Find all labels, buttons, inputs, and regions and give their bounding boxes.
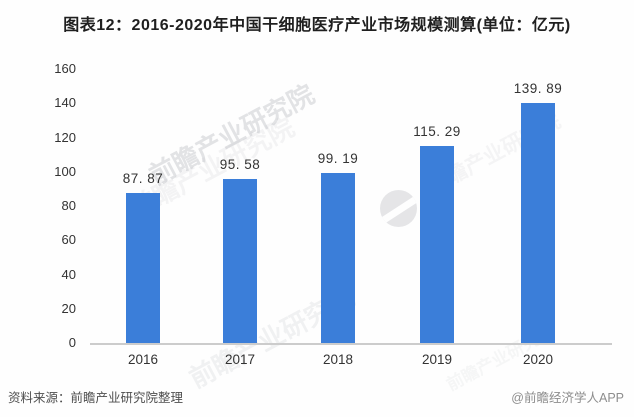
x-axis-tick-label: 2017 bbox=[224, 352, 256, 367]
x-axis-tick-label: 2018 bbox=[322, 352, 354, 367]
bar-2017 bbox=[223, 179, 257, 343]
app-credit: @前瞻经济学人APP bbox=[511, 391, 624, 405]
bar-value-label: 115. 29 bbox=[413, 124, 461, 139]
source-note: 资料来源：前瞻产业研究院整理 bbox=[8, 391, 184, 405]
x-axis-tick-label: 2020 bbox=[522, 352, 554, 367]
bar-value-label: 99. 19 bbox=[317, 151, 359, 166]
x-axis-tick-label: 2016 bbox=[127, 352, 159, 367]
y-axis-tick-label: 100 bbox=[54, 163, 76, 179]
y-axis-tick-label: 40 bbox=[61, 266, 76, 282]
y-axis-tick-label: 0 bbox=[68, 335, 76, 350]
y-axis-tick-label: 20 bbox=[61, 300, 76, 316]
y-axis-tick-label: 60 bbox=[61, 232, 76, 248]
y-axis-tick-label: 140 bbox=[54, 95, 76, 111]
bar-2016 bbox=[126, 193, 160, 343]
bar-2019 bbox=[420, 146, 454, 343]
y-axis-tick-label: 120 bbox=[54, 129, 76, 145]
bar-value-label: 139. 89 bbox=[513, 81, 563, 96]
x-axis-tick-label: 2019 bbox=[421, 352, 453, 367]
qianzhan-logo-icon bbox=[380, 190, 417, 227]
bar-value-label: 95. 58 bbox=[219, 157, 261, 172]
bar-2020 bbox=[521, 103, 555, 343]
y-axis-tick-label: 160 bbox=[54, 61, 76, 76]
chart-title: 图表12：2016-2020年中国干细胞医疗产业市场规模测算(单位：亿元) bbox=[63, 17, 571, 34]
bar-value-label: 87. 87 bbox=[122, 171, 164, 186]
x-axis-line bbox=[90, 343, 612, 345]
y-axis-tick-label: 80 bbox=[61, 198, 76, 213]
bar-2018 bbox=[321, 173, 355, 343]
